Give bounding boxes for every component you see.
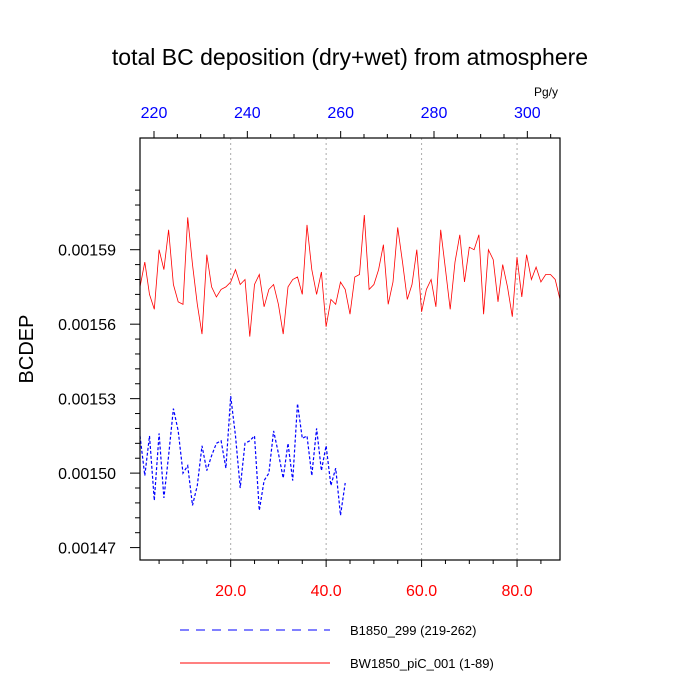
top-tick-label: 300: [514, 105, 541, 122]
top-axis-unit: Pg/y: [534, 85, 558, 99]
x-tick-label: 40.0: [311, 583, 342, 600]
top-tick-label: 280: [421, 105, 448, 122]
y-tick-label: 0.00147: [58, 541, 116, 558]
series-line-2: [139, 214, 561, 337]
gridlines: [230, 138, 518, 560]
y-tick-label: 0.00153: [58, 392, 116, 409]
top-tick-label: 240: [234, 105, 261, 122]
x-tick-label: 80.0: [501, 583, 532, 600]
chart-title: total BC deposition (dry+wet) from atmos…: [112, 44, 588, 70]
plot-frame: [139, 137, 561, 561]
y-tick-label: 0.00159: [58, 243, 116, 260]
legend-label-2: BW1850_piC_001 (1-89): [350, 656, 494, 671]
x-tick-label: 60.0: [406, 583, 437, 600]
y-tick-label: 0.00156: [58, 317, 116, 334]
series-line-1: [139, 396, 346, 516]
legend-label-1: B1850_299 (219-262): [350, 623, 477, 638]
top-tick-label: 260: [327, 105, 354, 122]
axes: 20.0 40.0 60.0 80.0 220 240 260 280 300 0.00147 0.…: [58, 105, 552, 600]
top-tick-label: 220: [141, 105, 168, 122]
legend: B1850_299 (219-262) BW1850_piC_001 (1-89): [180, 623, 494, 671]
x-tick-label: 20.0: [215, 583, 246, 600]
y-tick-label: 0.00150: [58, 466, 116, 483]
series-layer: [139, 214, 561, 516]
y-axis-label: BCDEP: [16, 315, 38, 384]
